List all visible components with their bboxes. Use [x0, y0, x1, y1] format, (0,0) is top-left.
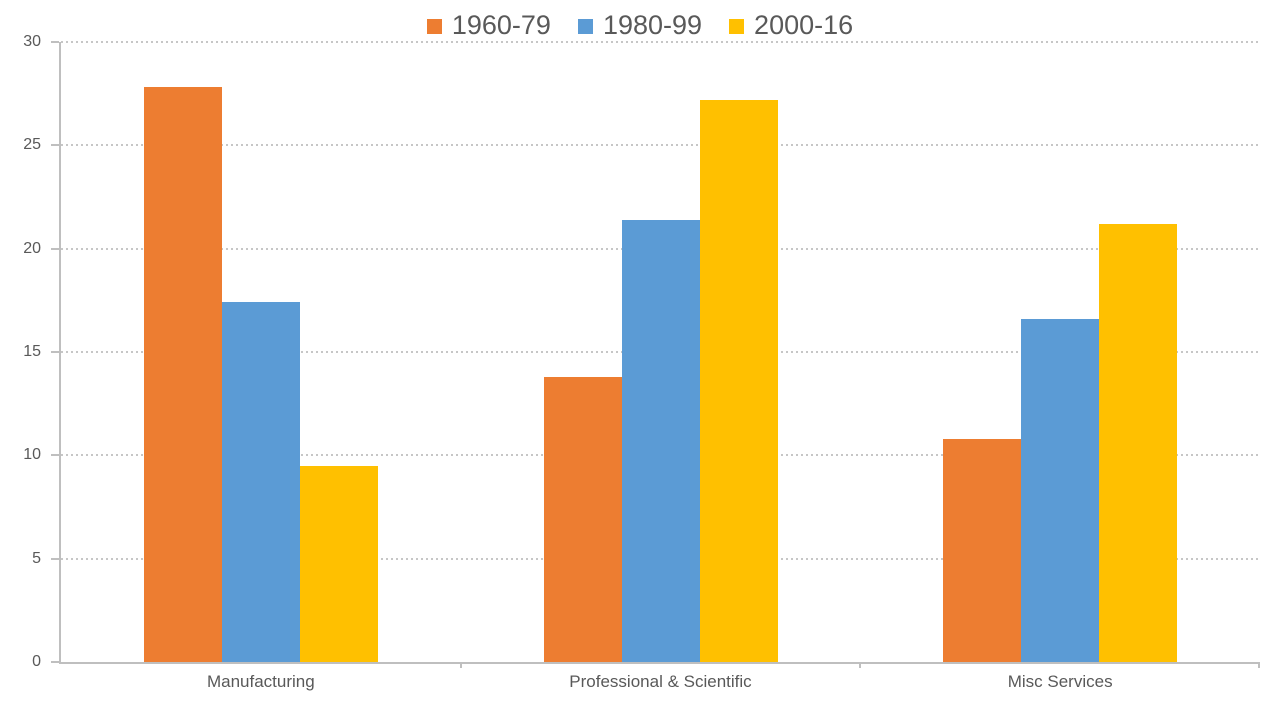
x-axis-tick: [859, 662, 862, 668]
bar-1980-99-misc-services: [1021, 318, 1100, 662]
bar-1980-99-professional-scientific: [621, 219, 700, 662]
gridline: [61, 41, 1260, 43]
y-axis-tick-label: 15: [23, 343, 41, 360]
legend-swatch-icon: [426, 19, 442, 34]
y-axis-tick: [51, 557, 59, 560]
bar-2000-16-professional-scientific: [699, 99, 778, 662]
x-axis-category-label: Manufacturing: [206, 672, 315, 691]
y-axis-tick-label: 30: [23, 33, 41, 50]
y-axis-tick-label: 5: [32, 549, 41, 567]
legend-item-1980-99: 1980-99: [577, 9, 703, 40]
legend-label: 1980-99: [602, 9, 703, 40]
bar-2000-16-misc-services: [1099, 223, 1178, 662]
y-axis-tick-label: 20: [23, 239, 41, 257]
x-axis-category-label: Misc Services: [1007, 672, 1113, 691]
chart-legend: 1960-79 1980-99 2000-16: [0, 8, 1280, 42]
plot-area: 0 5 10 15 20 25 30 Manufacturing Professional & …: [23, 34, 1260, 691]
legend-item-2000-16: 2000-16: [729, 9, 854, 40]
bar-1980-99-manufacturing: [221, 302, 300, 662]
x-axis-category-label: Professional & Scientific: [569, 672, 752, 691]
x-axis-tick: [459, 662, 462, 668]
legend-label: 1960-79: [451, 9, 551, 40]
y-axis-tick: [51, 247, 59, 250]
bar-2000-16-manufacturing: [299, 465, 378, 662]
legend-swatch-icon: [577, 19, 593, 34]
legend-swatch-icon: [729, 19, 745, 34]
gridline: [61, 144, 1260, 147]
y-axis-tick: [51, 661, 59, 663]
y-axis-tick-label: 25: [23, 136, 41, 154]
y-axis-tick: [51, 41, 59, 43]
legend-label: 2000-16: [754, 9, 854, 40]
bar-1960-79-professional-scientific: [543, 376, 622, 662]
y-axis-tick-label: 0: [32, 653, 41, 670]
y-axis-tick: [51, 454, 59, 457]
x-axis-line: [59, 662, 1260, 664]
y-axis-tick: [51, 144, 59, 147]
x-axis-tick: [1258, 662, 1260, 668]
y-axis-tick-label: 10: [23, 446, 41, 464]
bar-1960-79-manufacturing: [143, 87, 222, 662]
legend-item-1960-79: 1960-79: [426, 9, 551, 40]
bar-1960-79-misc-services: [943, 438, 1022, 662]
y-axis-tick: [51, 351, 59, 353]
y-axis-line: [59, 42, 61, 664]
